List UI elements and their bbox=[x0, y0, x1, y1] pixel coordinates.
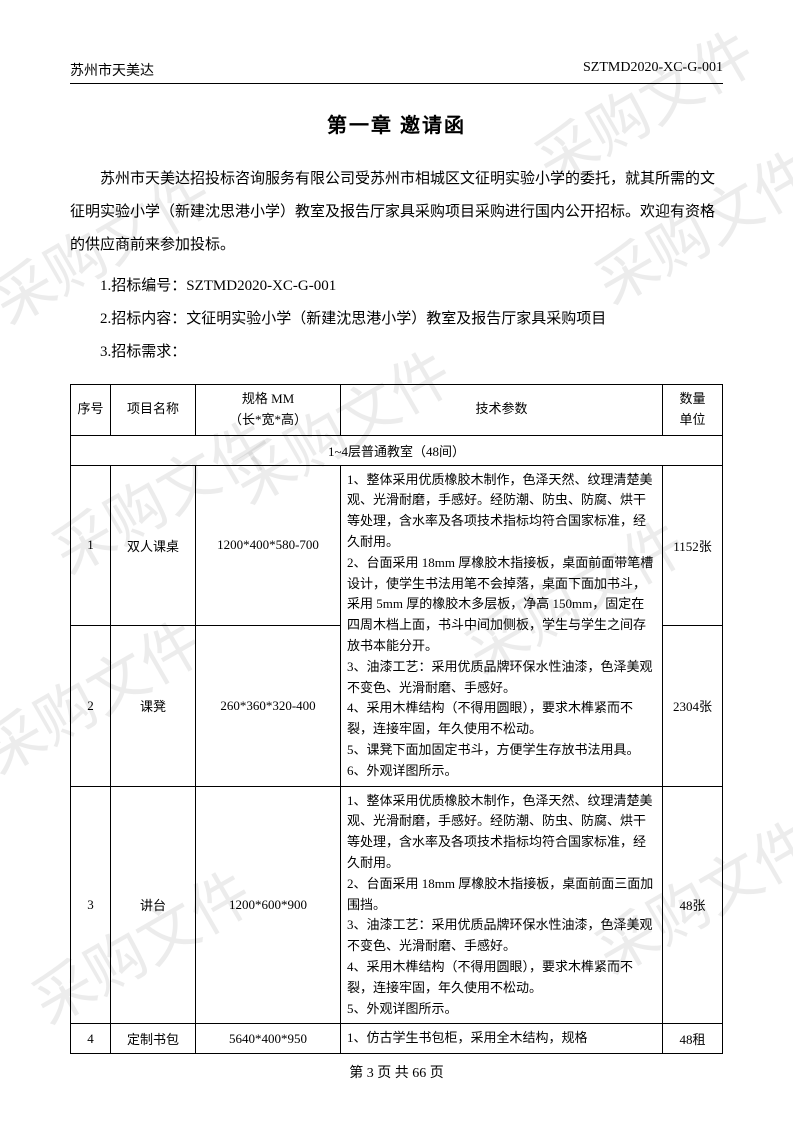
cell-tech: 1、整体采用优质橡胶木制作，色泽天然、纹理清楚美观、光滑耐磨，手感好。经防潮、防… bbox=[341, 465, 663, 786]
cell-name: 定制书包 bbox=[111, 1024, 196, 1054]
cell-qty: 48张 bbox=[663, 786, 723, 1024]
cell-name: 双人课桌 bbox=[111, 465, 196, 625]
cell-spec: 5640*400*950 bbox=[196, 1024, 341, 1054]
cell-seq: 1 bbox=[71, 465, 111, 625]
cell-seq: 4 bbox=[71, 1024, 111, 1054]
header-left: 苏州市天美达 bbox=[70, 60, 154, 80]
cell-qty: 48租 bbox=[663, 1024, 723, 1054]
header-qty: 数量 单位 bbox=[663, 385, 723, 436]
header-right: SZTMD2020-XC-G-001 bbox=[583, 60, 723, 80]
chapter-title: 第一章 邀请函 bbox=[70, 109, 723, 138]
section-row: 1~4层普通教室（48间） bbox=[71, 435, 723, 465]
cell-spec: 260*360*320-400 bbox=[196, 626, 341, 786]
cell-name: 课凳 bbox=[111, 626, 196, 786]
list-item-1: 1.招标编号：SZTMD2020-XC-G-001 bbox=[70, 270, 723, 303]
cell-seq: 2 bbox=[71, 626, 111, 786]
requirements-table: 序号 项目名称 规格 MM （长*宽*高） 技术参数 数量 单位 1~4层普通教… bbox=[70, 384, 723, 1054]
list-item-2: 2.招标内容：文征明实验小学（新建沈思港小学）教室及报告厅家具采购项目 bbox=[70, 303, 723, 336]
cell-qty: 1152张 bbox=[663, 465, 723, 625]
cell-spec: 1200*600*900 bbox=[196, 786, 341, 1024]
list-item-3: 3.招标需求： bbox=[70, 336, 723, 369]
cell-qty: 2304张 bbox=[663, 626, 723, 786]
cell-seq: 3 bbox=[71, 786, 111, 1024]
page-header: 苏州市天美达 SZTMD2020-XC-G-001 bbox=[70, 60, 723, 84]
table-row: 3 讲台 1200*600*900 1、整体采用优质橡胶木制作，色泽天然、纹理清… bbox=[71, 786, 723, 1024]
header-spec: 规格 MM （长*宽*高） bbox=[196, 385, 341, 436]
table-row: 4 定制书包 5640*400*950 1、仿古学生书包柜，采用全木结构，规格 … bbox=[71, 1024, 723, 1054]
header-tech: 技术参数 bbox=[341, 385, 663, 436]
page-footer: 第 3 页 共 66 页 bbox=[0, 1062, 793, 1082]
table-row: 1 双人课桌 1200*400*580-700 1、整体采用优质橡胶木制作，色泽… bbox=[71, 465, 723, 625]
header-name: 项目名称 bbox=[111, 385, 196, 436]
cell-spec: 1200*400*580-700 bbox=[196, 465, 341, 625]
header-seq: 序号 bbox=[71, 385, 111, 436]
cell-name: 讲台 bbox=[111, 786, 196, 1024]
section-title: 1~4层普通教室（48间） bbox=[71, 435, 723, 465]
intro-paragraph: 苏州市天美达招投标咨询服务有限公司受苏州市相城区文征明实验小学的委托，就其所需的… bbox=[70, 163, 723, 262]
cell-tech: 1、仿古学生书包柜，采用全木结构，规格 bbox=[341, 1024, 663, 1054]
cell-tech: 1、整体采用优质橡胶木制作，色泽天然、纹理清楚美观、光滑耐磨，手感好。经防潮、防… bbox=[341, 786, 663, 1024]
